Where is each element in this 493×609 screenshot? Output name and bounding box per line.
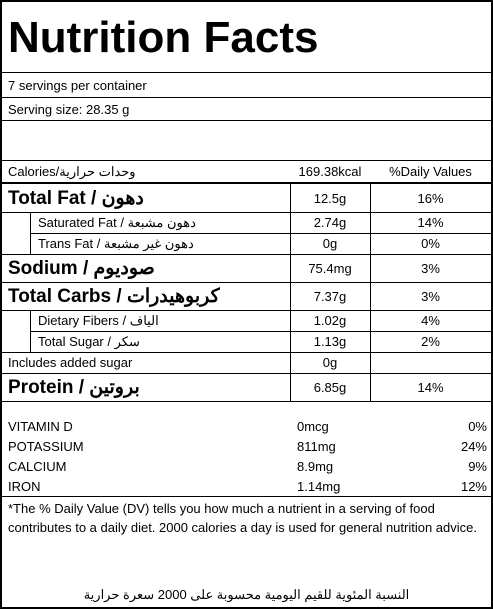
- divider: [2, 212, 491, 213]
- vitamin-name: VITAMIN D: [8, 418, 73, 434]
- footnote-arabic: النسبة المئوية للقيم اليومية محسوبة على …: [83, 587, 410, 602]
- calories-label: Calories/وحدات حرارية: [8, 163, 136, 179]
- nutrient-dv: 4%: [421, 313, 440, 328]
- column-line: [370, 184, 371, 401]
- nutrient-amount: 0g: [322, 236, 338, 251]
- nutrient-amount: 1.02g: [313, 313, 347, 328]
- indent-line: [30, 331, 31, 352]
- divider: [30, 331, 491, 332]
- divider: [2, 72, 491, 73]
- divider: [2, 352, 491, 353]
- divider: [2, 496, 491, 497]
- indent-line: [30, 233, 31, 254]
- nutrient-label: Dietary Fibers / الياف: [38, 312, 159, 328]
- vitamin-amount: 811mg: [297, 438, 336, 454]
- divider: [2, 254, 491, 255]
- serving-size: Serving size: 28.35 g: [8, 102, 130, 117]
- nutrient-label: Includes added sugar: [8, 355, 133, 370]
- indent-line: [30, 310, 31, 331]
- vitamin-name: CALCIUM: [8, 458, 67, 474]
- calories-amount: 169.38kcal: [298, 164, 362, 179]
- daily-values-header: %Daily Values: [389, 164, 472, 179]
- nutrient-amount: 6.85g: [313, 379, 347, 395]
- vitamin-name: POTASSIUM: [8, 438, 84, 454]
- divider: [2, 401, 491, 402]
- footnote: *The % Daily Value (DV) tells you how mu…: [8, 501, 477, 535]
- column-line: [290, 184, 291, 401]
- vitamin-dv: 12%: [460, 478, 487, 494]
- nutrient-amount: 2.74g: [313, 215, 347, 230]
- nutrient-dv: 14%: [417, 379, 444, 395]
- nutrient-label: Protein / بروتين: [8, 376, 140, 398]
- divider: [2, 182, 491, 184]
- nutrient-amount: 1.13g: [313, 334, 347, 349]
- nutrient-dv: 3%: [421, 288, 440, 304]
- divider: [2, 282, 491, 283]
- nutrient-label: Total Sugar / سكر: [38, 333, 140, 349]
- nutrient-label: Total Fat / دهون: [8, 187, 144, 209]
- nutrient-amount: 7.37g: [313, 288, 347, 304]
- nutrient-dv: 14%: [417, 215, 444, 230]
- vitamin-amount: 0mcg: [297, 418, 329, 434]
- vitamin-dv: 0%: [468, 418, 487, 434]
- vitamin-amount: 8.9mg: [297, 458, 334, 474]
- divider: [2, 373, 491, 374]
- nutrient-dv: 3%: [421, 260, 440, 276]
- indent-line: [30, 212, 31, 233]
- vitamin-name: IRON: [8, 478, 41, 494]
- divider: [2, 160, 491, 161]
- divider: [2, 310, 491, 311]
- title: Nutrition Facts: [8, 13, 319, 62]
- nutrient-label: Saturated Fat / دهون مشبعة: [38, 214, 196, 230]
- nutrient-dv: 0%: [421, 236, 440, 251]
- nutrient-label: Sodium / صوديوم: [8, 257, 155, 279]
- servings: 7 servings per container: [8, 78, 147, 93]
- vitamin-amount: 1.14mg: [297, 478, 341, 494]
- divider: [2, 97, 491, 98]
- nutrient-label: Total Carbs / كربوهيدرات: [8, 285, 220, 307]
- nutrient-amount: 12.5g: [313, 190, 347, 206]
- nutrient-amount: 75.4mg: [308, 260, 352, 276]
- vitamin-dv: 9%: [468, 458, 487, 474]
- nutrient-label: Trans Fat / دهون غير مشبعة: [38, 235, 194, 251]
- vitamin-dv: 24%: [460, 438, 487, 454]
- nutrient-amount: 0g: [322, 355, 338, 370]
- divider: [30, 233, 491, 234]
- divider: [2, 120, 491, 121]
- nutrient-dv: 2%: [421, 334, 440, 349]
- nutrient-dv: 16%: [417, 190, 444, 206]
